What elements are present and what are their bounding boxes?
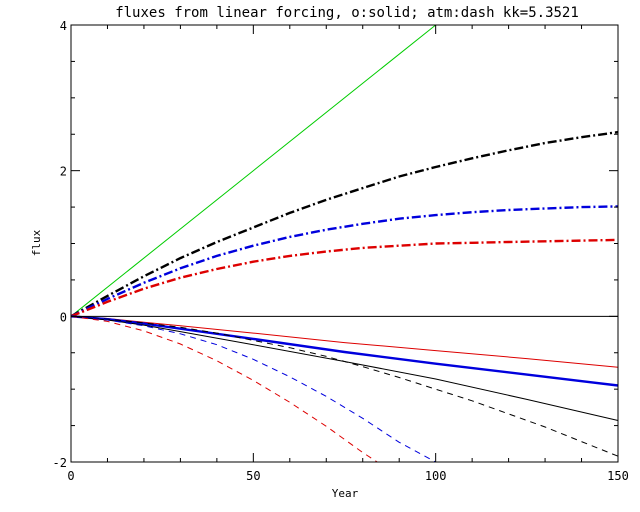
x-tick-label: 100: [425, 469, 447, 483]
series-line-7: [70, 315, 619, 421]
series-line-4: [70, 238, 619, 318]
x-tick-label: 150: [607, 469, 629, 483]
series-line-2: [70, 130, 619, 318]
y-tick-label: 0: [60, 310, 67, 324]
series-line-8: [70, 315, 619, 457]
y-axis-label: flux: [30, 229, 43, 256]
plot-frame: [70, 24, 619, 463]
chart-title: fluxes from linear forcing, o:solid; atm…: [115, 5, 579, 21]
y-tick-label: 4: [60, 19, 67, 33]
series-line-1: [70, 24, 437, 317]
series-line-10: [70, 315, 378, 463]
y-tick-label: 2: [60, 165, 67, 179]
series-line-3: [70, 205, 619, 318]
x-axis-label: Year: [332, 487, 359, 500]
x-tick-label: 0: [67, 469, 74, 483]
x-tick-label: 50: [246, 469, 260, 483]
series-group: [70, 24, 619, 463]
series-line-9: [70, 315, 436, 463]
y-tick-label: -2: [53, 456, 67, 470]
